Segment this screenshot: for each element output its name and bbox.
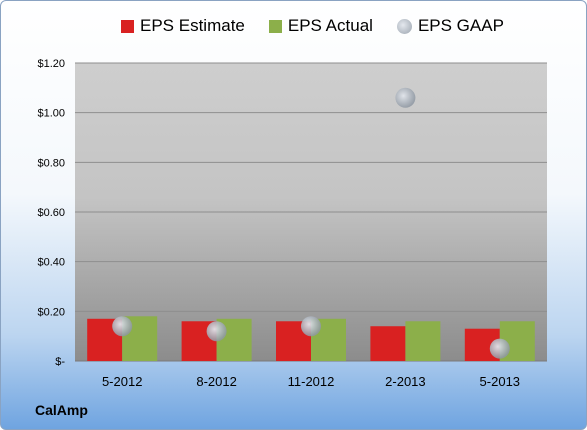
x-tick-label: 5-2012 [102, 374, 142, 389]
x-tick-label: 5-2013 [480, 374, 520, 389]
y-tick-label: $1.20 [37, 58, 65, 70]
x-tick-label: 8-2012 [196, 374, 236, 389]
y-tick-label: $- [55, 356, 65, 368]
x-tick-label: 2-2013 [385, 374, 425, 389]
point-eps-gaap [112, 316, 133, 337]
y-tick-label: $0.40 [37, 257, 65, 269]
point-eps-gaap [395, 87, 416, 108]
legend-label-eps-actual: EPS Actual [287, 16, 373, 35]
company-name: CalAmp [35, 402, 88, 418]
legend-label-eps-gaap: EPS GAAP [417, 16, 504, 35]
y-tick-label: $0.20 [37, 306, 65, 318]
bar-eps-estimate [370, 326, 406, 361]
point-eps-gaap [206, 321, 227, 342]
legend-item-eps-gaap: EPS GAAP [396, 16, 504, 36]
legend-swatch-eps-actual [268, 19, 282, 33]
legend-item-eps-estimate: EPS Estimate [121, 16, 245, 36]
point-eps-gaap [489, 338, 510, 359]
y-tick-label: $1.00 [37, 108, 65, 120]
y-tick-label: $0.80 [37, 157, 65, 169]
legend-swatch-eps-estimate [121, 19, 134, 33]
legend-item-eps-actual: EPS Actual [268, 16, 373, 36]
bar-eps-actual [405, 321, 441, 361]
legend-swatch-eps-gaap [396, 18, 412, 34]
legend-label-eps-estimate: EPS Estimate [140, 16, 245, 35]
x-tick-label: 11-2012 [288, 374, 335, 389]
point-eps-gaap [301, 316, 321, 337]
legend: EPS Estimate EPS Actual EPS GAAP [121, 16, 528, 36]
y-tick-label: $0.60 [37, 207, 65, 219]
